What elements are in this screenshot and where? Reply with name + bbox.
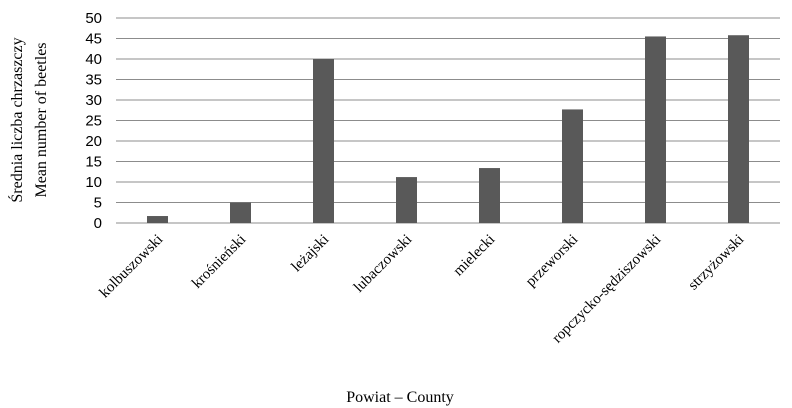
x-tick-label: krośnieński [189,232,249,292]
y-tick-label: 25 [85,113,102,130]
y-tick-label: 50 [85,10,102,27]
bar-strzyżowski [728,35,749,223]
y-axis-label-line-1: Średnia liczba chrzaszczy [7,37,26,202]
x-tick-label: kolbuszowski [97,232,167,302]
x-tick-label: mielecki [450,232,498,280]
y-tick-label: 40 [85,51,102,68]
x-axis-ticks: kolbuszowski krośnieński leżajski lubaczows… [97,232,748,347]
bar-lubaczowski [396,177,417,223]
x-tick-label: leżajski [289,232,333,276]
y-tick-label: 10 [85,174,102,191]
y-tick-label: 0 [94,215,102,232]
bars [147,35,749,224]
y-tick-label: 30 [85,92,102,109]
bar-krośnieński [230,202,251,223]
y-axis-label-line-2: Mean number of beetles [33,42,50,197]
y-tick-label: 20 [85,133,102,150]
x-tick-label: lubaczowski [351,232,415,296]
x-tick-label: przeworski [523,232,581,290]
y-tick-label: 35 [85,72,102,89]
y-tick-label: 15 [85,154,102,171]
y-axis-ticks: 0 5 10 15 20 25 30 35 40 45 50 [85,10,102,232]
bar-mielecki [479,168,500,223]
y-tick-label: 5 [94,195,102,212]
bar-kolbuszowski [147,216,168,223]
bar-ropczycko-sędziszowski [645,36,666,224]
gridlines [116,17,780,224]
bar-leżajski [313,59,334,223]
y-tick-label: 45 [85,31,102,48]
x-tick-label: strzyżowski [685,232,747,294]
x-axis-label: Powiat – County [346,389,454,406]
bar-przeworski [562,109,583,223]
